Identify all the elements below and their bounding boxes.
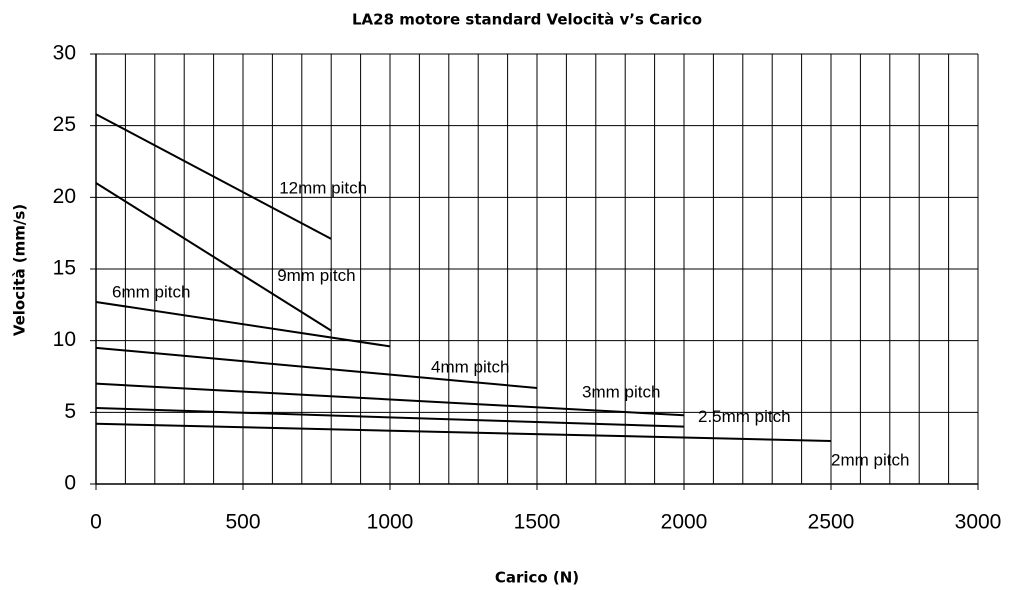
chart-title: LA28 motore standard Velocità v’s Carico: [352, 11, 702, 29]
series-line: [95, 182, 332, 332]
x-tick-label: 1000: [367, 511, 414, 534]
y-tick-label: 5: [64, 400, 76, 423]
y-axis-label: Velocità (mm/s): [11, 204, 29, 336]
x-axis-label: Carico (N): [495, 569, 579, 587]
y-tick-label: 25: [53, 113, 76, 136]
x-tick-label: 2000: [661, 511, 708, 534]
series-line: [95, 382, 685, 417]
x-tick-label: 500: [225, 511, 260, 534]
y-tick-label: 0: [64, 472, 76, 495]
series-label: 12mm pitch: [279, 178, 367, 197]
series-line: [95, 300, 391, 348]
y-tick-label: 15: [53, 257, 76, 280]
x-tick-label: 3000: [955, 511, 1002, 534]
series-label: 6mm pitch: [112, 282, 190, 301]
series-label: 2mm pitch: [831, 450, 909, 469]
series-line: [95, 346, 538, 389]
y-tick-label: 10: [53, 328, 76, 351]
series-line: [95, 422, 832, 442]
series-label: 2.5mm pitch: [698, 407, 791, 426]
series-label: 9mm pitch: [277, 266, 355, 285]
y-tick-label: 20: [53, 185, 76, 208]
y-tick-label: 30: [53, 42, 76, 65]
series-line: [95, 113, 332, 240]
x-tick-label: 0: [90, 511, 102, 534]
series-label: 3mm pitch: [582, 383, 660, 402]
series-label: 4mm pitch: [431, 357, 509, 376]
x-tick-label: 1500: [514, 511, 561, 534]
series-line: [95, 407, 685, 428]
x-tick-label: 2500: [808, 511, 855, 534]
